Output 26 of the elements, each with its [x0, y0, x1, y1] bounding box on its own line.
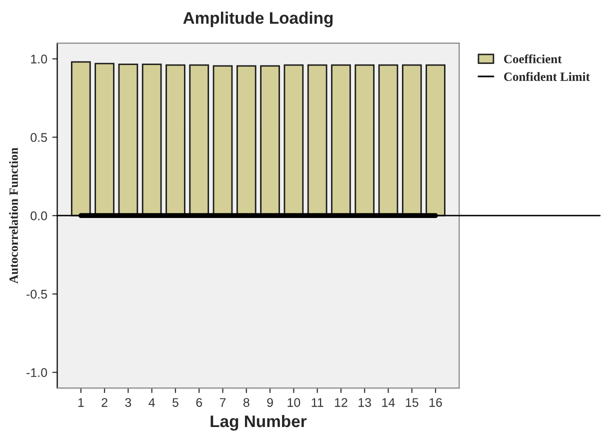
x-tick-label: 3 — [125, 398, 132, 407]
y-tick-label: 0.0 — [30, 211, 48, 220]
legend-label: Confident Limit — [504, 72, 590, 81]
x-tick-label: 12 — [334, 398, 348, 407]
x-tick-label: 5 — [172, 398, 178, 407]
x-tick-label: 14 — [382, 398, 395, 407]
x-tick-label: 1 — [78, 398, 84, 407]
y-tick-label: -0.5 — [26, 290, 47, 299]
x-tick-label: 15 — [406, 398, 418, 407]
x-tick-label: 13 — [358, 398, 372, 407]
y-tick-label: 0.5 — [30, 133, 47, 142]
x-axis-title: Lag Number — [210, 414, 307, 431]
x-tick-label: 8 — [243, 398, 250, 407]
y-axis-title: Autocorrelation Function — [9, 148, 18, 284]
x-tick-label: 11 — [312, 398, 324, 407]
x-tick-label: 6 — [196, 398, 202, 407]
x-tick-label: 9 — [267, 398, 273, 407]
x-tick-label: 2 — [102, 398, 108, 407]
x-tick-label: 4 — [148, 398, 155, 407]
x-tick-label: 7 — [220, 398, 226, 407]
legend-label: Coefficient — [504, 54, 562, 64]
y-tick-label: -1.0 — [26, 368, 48, 378]
y-tick-label: 1.0 — [31, 54, 48, 64]
chart-title: Amplitude Loading — [183, 12, 333, 28]
x-tick-label: 10 — [288, 398, 300, 407]
x-tick-label: 16 — [430, 398, 442, 407]
